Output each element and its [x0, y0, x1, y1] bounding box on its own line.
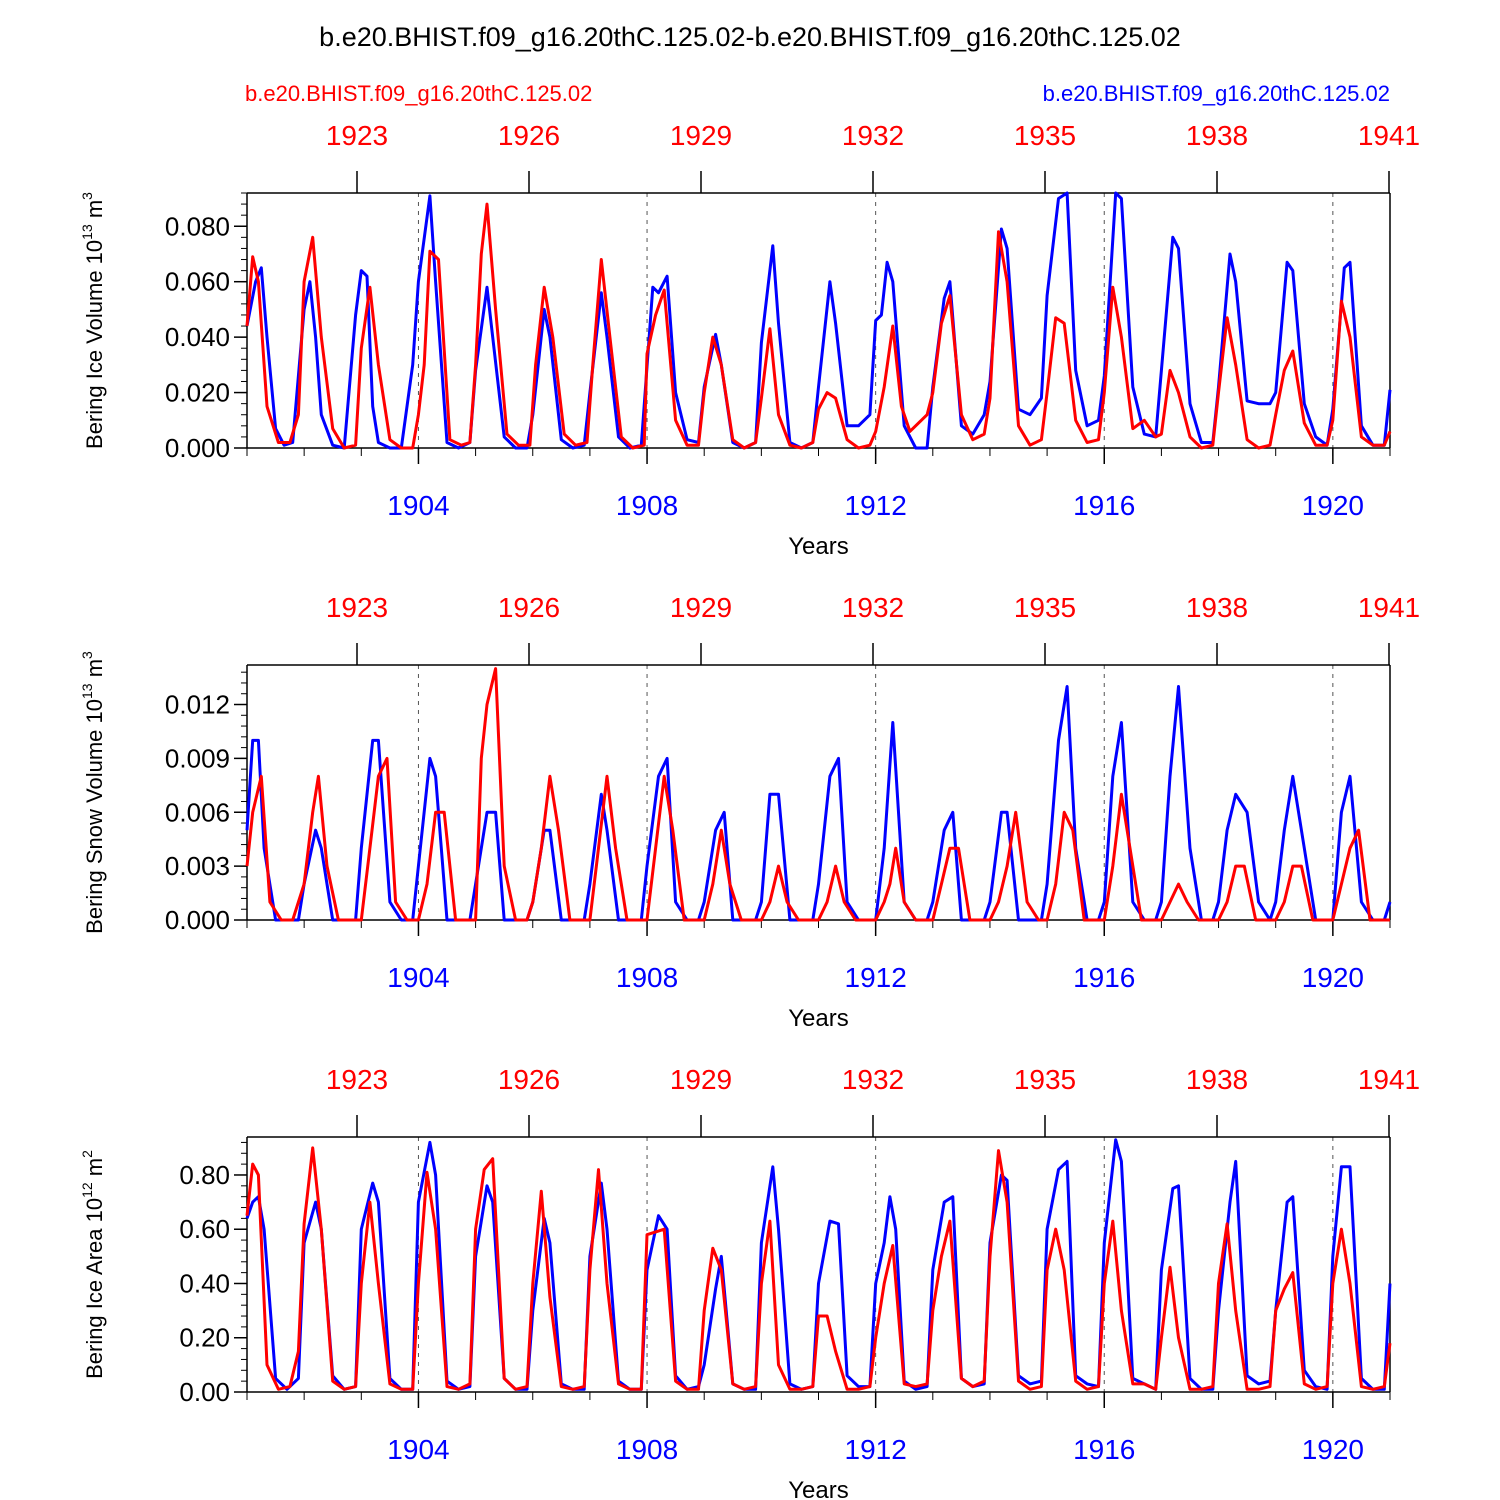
x-top-tick-label: 1923	[326, 120, 388, 151]
x-top-tick-label: 1935	[1014, 1064, 1076, 1095]
y-tick-label: 0.012	[165, 690, 230, 720]
y-tick-label: 0.020	[165, 378, 230, 408]
legend-left-case: b.e20.BHIST.f09_g16.20thC.125.02	[245, 81, 592, 106]
panel-3: 0.00 0.20 0.40 0.60 0.80 Bering Ice Area 1012…	[79, 1064, 1420, 1500]
x-bottom-tick-label: 1912	[845, 962, 907, 993]
y-tick-label: 0.000	[165, 905, 230, 935]
x-axis-label: Years	[788, 1005, 849, 1032]
y-tick-label: 0.040	[165, 322, 230, 352]
x-bottom-tick-label: 1904	[387, 490, 449, 521]
y-axis-label-part: 12	[79, 1182, 95, 1198]
x-bottom-tick-label: 1904	[387, 962, 449, 993]
y-axis-label-part: Bering Ice Area 10	[82, 1198, 107, 1379]
x-bottom-tick-label: 1916	[1073, 962, 1135, 993]
x-top-tick-label: 1926	[498, 120, 560, 151]
x-bottom-tick-label: 1908	[616, 962, 678, 993]
x-top-tick-label: 1938	[1186, 592, 1248, 623]
y-axis-label-part: 13	[79, 683, 95, 699]
y-axis-label: Bering Ice Volume 1013 m3	[79, 192, 107, 449]
x-axis-label: Years	[788, 1477, 849, 1500]
panel-2: 0.000 0.003 0.006 0.009 0.012 Bering Snow Vol…	[79, 592, 1420, 1032]
y-tick-label: 0.00	[179, 1377, 230, 1407]
y-axis-label-part: 3	[79, 192, 95, 200]
x-top-tick-label: 1929	[670, 120, 732, 151]
x-bottom-tick-label: 1920	[1302, 1434, 1364, 1465]
y-axis-label: Bering Ice Area 1012 m2	[79, 1150, 107, 1379]
x-bottom-tick-label: 1920	[1302, 962, 1364, 993]
series-line-red	[245, 667, 1390, 922]
y-tick-label: 0.20	[179, 1323, 230, 1353]
x-bottom-tick-label: 1912	[845, 1434, 907, 1465]
x-top-tick-label: 1929	[670, 592, 732, 623]
y-tick-label: 0.006	[165, 797, 230, 827]
x-top-tick-label: 1926	[498, 1064, 560, 1095]
y-tick-label: 0.080	[165, 211, 230, 241]
x-top-tick-label: 1941	[1358, 120, 1420, 151]
y-axis-label-part: m	[82, 659, 107, 683]
legend-right-case: b.e20.BHIST.f09_g16.20thC.125.02	[1043, 81, 1390, 106]
x-bottom-tick-label: 1916	[1073, 1434, 1135, 1465]
y-axis-label-part: 3	[79, 651, 95, 659]
x-top-tick-label: 1941	[1358, 1064, 1420, 1095]
y-tick-label: 0.003	[165, 851, 230, 881]
x-bottom-tick-label: 1904	[387, 1434, 449, 1465]
y-tick-label: 0.000	[165, 433, 230, 463]
series-line-blue	[245, 685, 1392, 922]
y-axis-label-part: Bering Ice Volume 10	[82, 240, 107, 449]
y-axis-label-part: m	[82, 1158, 107, 1182]
x-top-tick-label: 1935	[1014, 120, 1076, 151]
x-top-tick-label: 1941	[1358, 592, 1420, 623]
x-axis-label: Years	[788, 533, 849, 560]
series-line-red	[245, 202, 1392, 450]
y-axis-label-part: m	[82, 200, 107, 224]
y-axis-label-part: 13	[79, 224, 95, 240]
y-tick-label: 0.80	[179, 1160, 230, 1190]
panel-1: 0.000 0.020 0.040 0.060 0.080 Bering Ice Volu…	[79, 120, 1420, 560]
series-line-red	[245, 1146, 1392, 1391]
x-top-tick-label: 1923	[326, 592, 388, 623]
x-top-tick-label: 1938	[1186, 120, 1248, 151]
x-top-tick-label: 1923	[326, 1064, 388, 1095]
x-top-tick-label: 1935	[1014, 592, 1076, 623]
panels: 0.000 0.020 0.040 0.060 0.080 Bering Ice Volu…	[79, 120, 1420, 1500]
y-tick-label: 0.060	[165, 267, 230, 297]
x-top-tick-label: 1932	[842, 592, 904, 623]
x-top-tick-label: 1932	[842, 120, 904, 151]
y-axis-label: Bering Snow Volume 1013 m3	[79, 651, 107, 934]
x-bottom-tick-label: 1920	[1302, 490, 1364, 521]
y-axis-label-part: 2	[79, 1150, 95, 1158]
figure-title: b.e20.BHIST.f09_g16.20thC.125.02-b.e20.B…	[319, 22, 1181, 52]
series-line-blue	[245, 1138, 1392, 1391]
x-top-tick-label: 1926	[498, 592, 560, 623]
y-axis-label-part: Bering Snow Volume 10	[82, 699, 107, 934]
x-bottom-tick-label: 1908	[616, 490, 678, 521]
y-tick-label: 0.40	[179, 1268, 230, 1298]
x-top-tick-label: 1938	[1186, 1064, 1248, 1095]
y-tick-label: 0.009	[165, 743, 230, 773]
y-tick-label: 0.60	[179, 1214, 230, 1244]
x-top-tick-label: 1932	[842, 1064, 904, 1095]
x-top-tick-label: 1929	[670, 1064, 732, 1095]
x-bottom-tick-label: 1908	[616, 1434, 678, 1465]
x-bottom-tick-label: 1916	[1073, 490, 1135, 521]
x-bottom-tick-label: 1912	[845, 490, 907, 521]
